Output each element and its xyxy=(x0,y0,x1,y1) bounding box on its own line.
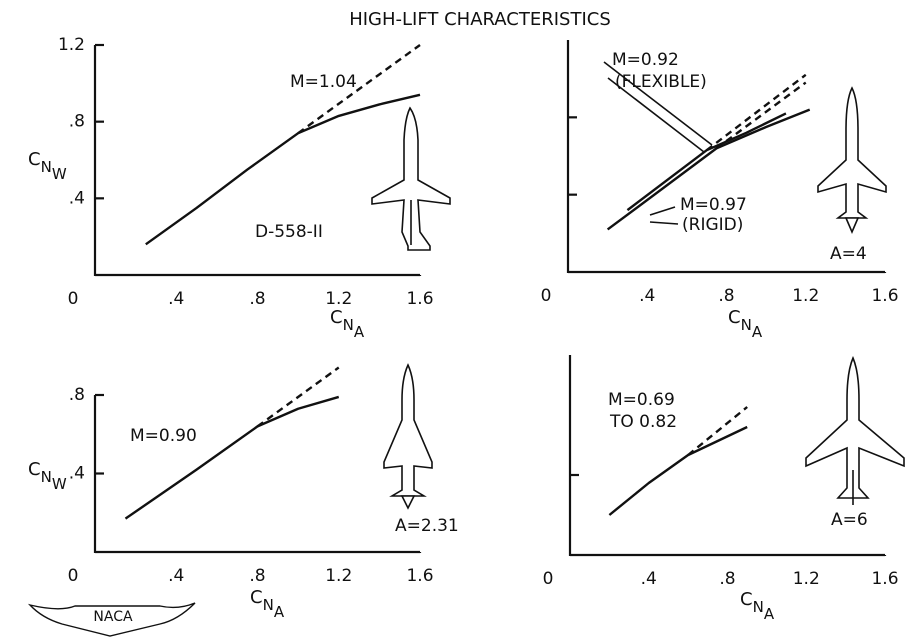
x-tick-label: 0 xyxy=(68,289,79,309)
x-tick-label: .8 xyxy=(249,566,265,586)
x-axis-label-part: C xyxy=(330,307,343,328)
x-axis-label-part: A xyxy=(764,605,775,623)
leader-line xyxy=(649,221,679,225)
data-line xyxy=(145,93,421,246)
x-axis-label-part: A xyxy=(752,323,763,341)
aircraft-a231 xyxy=(383,363,433,510)
x-axis-label: CNA xyxy=(250,587,285,621)
data-line xyxy=(626,112,787,212)
x-tick-label: 1.6 xyxy=(406,289,433,309)
x-tick-label: .8 xyxy=(249,289,265,309)
aircraft-a6 xyxy=(805,355,905,505)
annotation: M=0.90 xyxy=(130,426,197,446)
annotation: TO 0.82 xyxy=(609,412,677,432)
x-tick-label: .4 xyxy=(641,569,657,589)
x-tick-label: .8 xyxy=(719,569,735,589)
dashed-line xyxy=(705,73,807,152)
y-tick-label: .8 xyxy=(69,112,85,132)
x-tick-label: .4 xyxy=(168,566,184,586)
y-axis-label: CNW xyxy=(28,149,67,183)
annotation: M=0.97 xyxy=(680,195,747,215)
x-axis-label-part: N xyxy=(263,596,274,614)
annotation: A=2.31 xyxy=(395,516,459,536)
x-axis-label-part: N xyxy=(343,316,354,334)
y-axis-label-part: C xyxy=(28,149,41,170)
annotation: (FLEXIBLE) xyxy=(615,72,707,92)
annotation: A=6 xyxy=(831,510,868,530)
x-axis-label-part: A xyxy=(274,603,285,621)
y-axis-label-part: C xyxy=(28,459,41,480)
y-axis-label: CNW xyxy=(28,459,67,493)
y-tick-label: .4 xyxy=(69,188,85,208)
y-axis-label-part: W xyxy=(52,475,67,493)
x-axis-label: CNA xyxy=(728,307,763,341)
naca-logo: NACA xyxy=(27,602,196,637)
y-tick-label: .8 xyxy=(69,385,85,405)
x-axis-label-part: N xyxy=(741,316,752,334)
x-tick-label: 1.2 xyxy=(325,289,352,309)
logo-text: NACA xyxy=(93,609,133,625)
x-tick-label: 1.2 xyxy=(325,566,352,586)
annotation: D-558-II xyxy=(255,222,323,242)
dashed-line xyxy=(297,44,421,135)
dashed-line xyxy=(715,81,807,150)
x-axis-label-part: N xyxy=(753,598,764,616)
data-line xyxy=(606,108,811,231)
annotation: M=0.69 xyxy=(608,390,675,410)
x-tick-label: 1.2 xyxy=(793,569,820,589)
aircraft-a4 xyxy=(817,86,887,235)
y-axis-label-part: N xyxy=(41,468,52,486)
data-line xyxy=(608,425,748,516)
x-tick-label: 1.2 xyxy=(792,286,819,306)
y-axis-label-part: N xyxy=(41,158,52,176)
x-tick-label: 0 xyxy=(541,286,552,306)
x-axis-label: CNA xyxy=(330,307,365,341)
annotation: M=1.04 xyxy=(290,72,357,92)
x-tick-label: .4 xyxy=(639,286,655,306)
y-axis-label-part: W xyxy=(52,165,67,183)
dashed-line xyxy=(256,366,340,428)
x-tick-label: 0 xyxy=(543,569,554,589)
aircraft-d558 xyxy=(371,106,451,251)
leader-line xyxy=(649,206,676,216)
annotation: A=4 xyxy=(830,244,867,264)
chart-title: HIGH-LIFT CHARACTERISTICS xyxy=(349,9,611,30)
leader-line xyxy=(603,61,713,146)
x-axis-label-part: C xyxy=(250,587,263,608)
panel: 0 .4 .8 1.2 1.6 CNA M=0.92(FLEXIBLE) M=0.97(RIG… xyxy=(541,40,899,341)
x-axis-label-part: C xyxy=(740,589,753,610)
y-tick-label: 1.2 xyxy=(58,35,85,55)
x-axis-label-part: A xyxy=(354,323,365,341)
x-tick-label: 0 xyxy=(68,566,79,586)
annotation: (RIGID) xyxy=(682,215,743,235)
x-tick-label: 1.6 xyxy=(871,569,898,589)
x-tick-label: 1.6 xyxy=(406,566,433,586)
leader-line xyxy=(607,77,705,153)
x-tick-label: .4 xyxy=(168,289,184,309)
x-tick-label: .8 xyxy=(718,286,734,306)
y-tick-label: .4 xyxy=(69,464,85,484)
x-axis-label-part: C xyxy=(728,307,741,328)
annotation: M=0.92 xyxy=(612,50,679,70)
data-line xyxy=(124,395,340,520)
x-tick-label: 1.6 xyxy=(871,286,898,306)
x-axis-label: CNA xyxy=(740,589,775,623)
dashed-line xyxy=(687,406,748,456)
